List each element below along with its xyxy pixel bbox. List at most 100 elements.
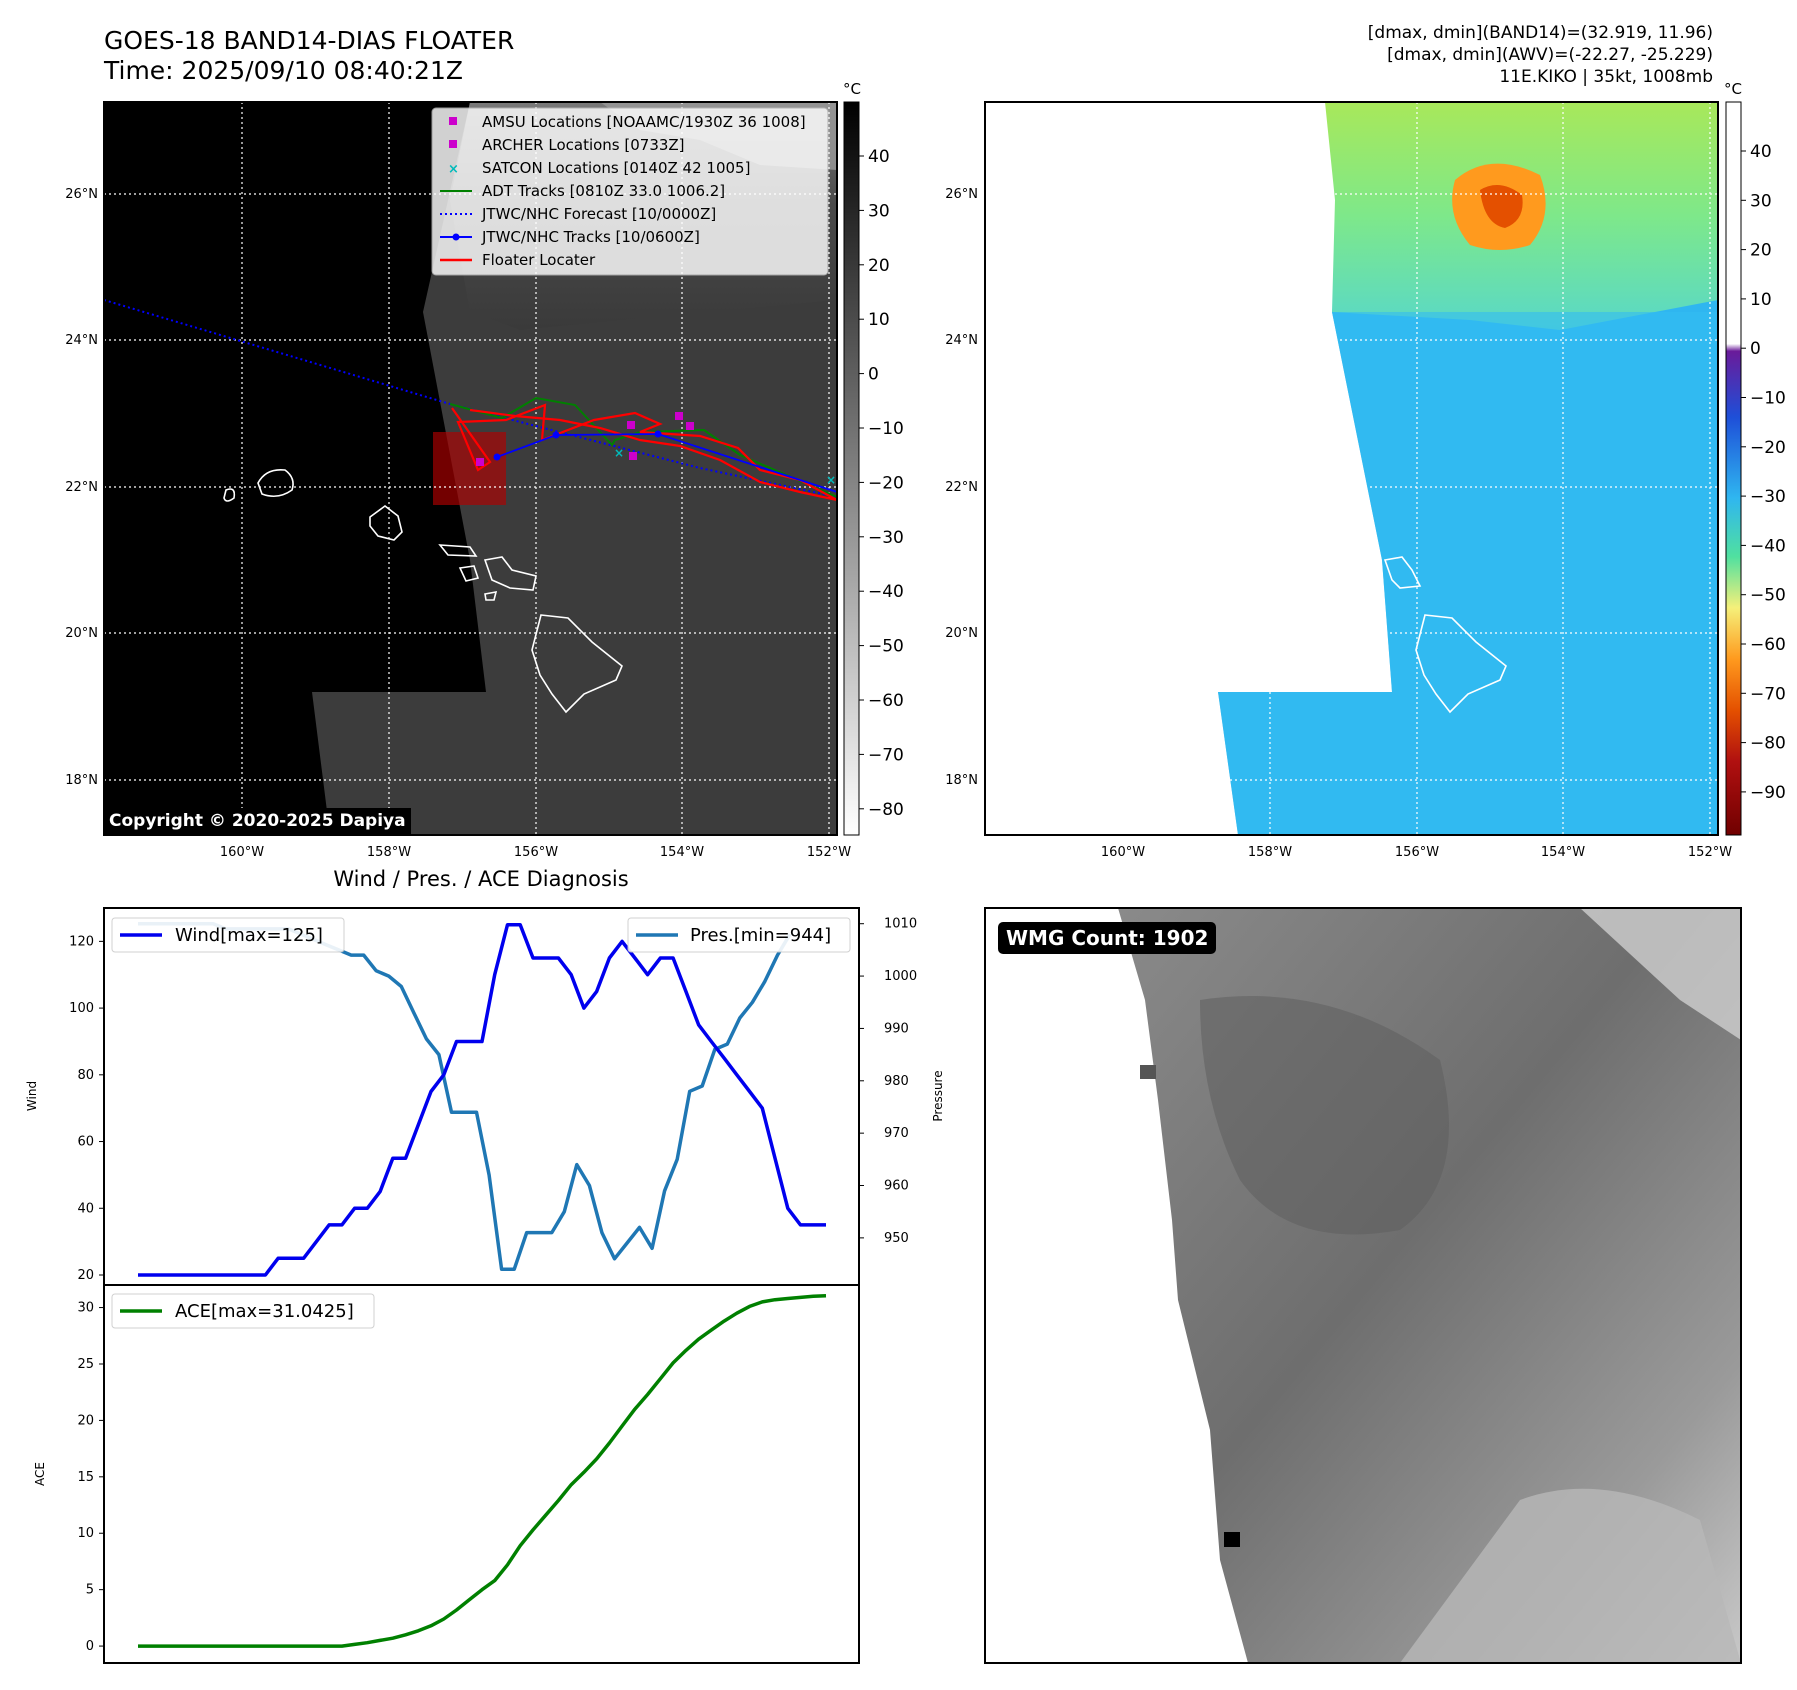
satcon-marker: × bbox=[826, 473, 836, 487]
map-axis-ticks: 160°W 160°W 158°W 158°W 156°W 156°W 154°W 154°W… bbox=[65, 187, 1732, 860]
awv-lon-tick: 154°W bbox=[1541, 845, 1585, 860]
awv-lon-tick: 152°W bbox=[1688, 845, 1732, 860]
y-tick-label: 25 bbox=[77, 1357, 94, 1372]
colorbar-tick-label: −10 bbox=[868, 419, 904, 439]
ace-legend: ACE[max=31.0425] bbox=[111, 1293, 375, 1329]
ir-lat-tick: 24°N bbox=[65, 333, 98, 348]
info-line-1: [dmax, dmin](BAND14)=(32.919, 11.96) bbox=[1367, 23, 1713, 43]
awv-map-frame bbox=[984, 101, 1719, 836]
y-tick-label: 40 bbox=[77, 1201, 94, 1216]
colorbar-tick-label: 40 bbox=[1750, 142, 1772, 162]
awv-colorbar-unit: °C bbox=[1724, 80, 1742, 98]
ir-lon-tick: 154°W bbox=[660, 845, 704, 860]
awv-coastlines bbox=[1383, 556, 1507, 714]
colorbar-tick-label: −80 bbox=[868, 800, 904, 820]
figure-title: GOES-18 BAND14-DIAS FLOATER Time: 2025/0… bbox=[104, 26, 514, 86]
storm-tracks: × × bbox=[104, 299, 837, 502]
legend-tracks: JTWC/NHC Tracks [10/0600Z] bbox=[481, 228, 700, 246]
wmg-bright-bottom bbox=[1400, 1488, 1741, 1663]
y-tick-label: 5 bbox=[86, 1583, 94, 1598]
colorbar-tick-label: −60 bbox=[1750, 635, 1786, 655]
ir-lat-tick: 18°N bbox=[65, 773, 98, 788]
ir-map-frame bbox=[103, 101, 838, 836]
colorbar-tick-label: 10 bbox=[868, 310, 890, 330]
colorbar-tick-label: −40 bbox=[1750, 536, 1786, 556]
y2-tick-label: 1010 bbox=[884, 917, 917, 932]
colorbar-tick-label: −70 bbox=[868, 745, 904, 765]
ace-line bbox=[138, 1294, 827, 1648]
ir-colorbar bbox=[843, 101, 860, 836]
ir-lon-tick: 158°W bbox=[367, 845, 411, 860]
awv-lon-tick: 158°W bbox=[1248, 845, 1292, 860]
ir-lat-tick: 20°N bbox=[65, 626, 98, 641]
y2-tick-label: 950 bbox=[884, 1231, 909, 1246]
diagnosis-title: Wind / Pres. / ACE Diagnosis bbox=[333, 867, 628, 891]
ir-colorbar-ticks: 40 30 20 10 0 −10 −20 −30 −40 −50 −60 −70 −80 bbox=[859, 147, 904, 820]
ir-colorbar-unit: °C bbox=[843, 80, 861, 98]
wind-line bbox=[138, 922, 826, 1277]
colorbar-tick-label: −40 bbox=[868, 582, 904, 602]
info-line-3: 11E.KIKO | 35kt, 1008mb bbox=[1499, 67, 1713, 87]
wmg-frame bbox=[984, 907, 1742, 1664]
awv-dry-core-inner bbox=[1480, 185, 1523, 228]
legend-forecast: JTWC/NHC Forecast [10/0000Z] bbox=[481, 205, 716, 223]
colorbar-tick-label: −80 bbox=[1750, 734, 1786, 754]
colorbar-tick-label: 0 bbox=[868, 365, 879, 385]
colorbar-tick-label: −70 bbox=[1750, 684, 1786, 704]
legend-archer: ARCHER Locations [0733Z] bbox=[482, 136, 685, 154]
wmg-panel bbox=[985, 908, 1741, 1663]
awv-lon-tick: 160°W bbox=[1101, 845, 1145, 860]
y-tick-label: 100 bbox=[69, 1001, 94, 1016]
awv-lower-swath bbox=[1218, 312, 1718, 835]
wmg-black-pixel bbox=[1224, 1532, 1240, 1547]
archer-legend-icon bbox=[449, 140, 457, 148]
wind-legend: Wind[max=125] bbox=[111, 917, 345, 953]
colorbar-tick-label: 30 bbox=[868, 201, 890, 221]
amsu-legend-icon bbox=[449, 117, 457, 125]
ace-chart: 0 5 10 15 20 25 30 bbox=[77, 1294, 827, 1654]
colorbar-tick-label: −60 bbox=[868, 691, 904, 711]
title-line-2: Time: 2025/09/10 08:40:21Z bbox=[104, 56, 463, 85]
y-tick-label: 120 bbox=[69, 934, 94, 949]
colorbar-tick-label: 30 bbox=[1750, 191, 1772, 211]
ir-lat-tick: 22°N bbox=[65, 480, 98, 495]
pressure-line bbox=[138, 921, 792, 1272]
y2-tick-label: 990 bbox=[884, 1021, 909, 1036]
archer-marker bbox=[476, 458, 484, 466]
colorbar-tick-label: −20 bbox=[868, 473, 904, 493]
y-tick-label: 0 bbox=[86, 1639, 94, 1654]
y2-tick-label: 960 bbox=[884, 1179, 909, 1194]
ace-axis-title: ACE bbox=[33, 1462, 47, 1486]
title-line-1: GOES-18 BAND14-DIAS FLOATER bbox=[104, 26, 515, 55]
y-tick-label: 80 bbox=[77, 1068, 94, 1083]
map-legend: AMSU Locations [NOAAMC/1930Z 36 1008] AR… bbox=[431, 107, 829, 276]
satcon-marker: × bbox=[614, 446, 624, 460]
y-tick-label: 20 bbox=[77, 1268, 94, 1283]
floater-track bbox=[451, 403, 837, 502]
y-tick-label: 30 bbox=[77, 1301, 94, 1316]
amsu-marker bbox=[686, 422, 694, 430]
y-tick-label: 60 bbox=[77, 1135, 94, 1150]
amsu-marker bbox=[629, 452, 637, 460]
ace-legend-label: ACE[max=31.0425] bbox=[175, 1301, 354, 1322]
ir-lat-tick: 26°N bbox=[65, 187, 98, 202]
colorbar-tick-label: 0 bbox=[1750, 339, 1761, 359]
y-tick-label: 15 bbox=[77, 1470, 94, 1485]
colorbar-tick-label: −20 bbox=[1750, 438, 1786, 458]
wind-legend-label: Wind[max=125] bbox=[175, 925, 323, 946]
legend-floater: Floater Locater bbox=[482, 251, 596, 269]
info-line-2: [dmax, dmin](AWV)=(-22.27, -25.229) bbox=[1387, 45, 1713, 65]
colorbar-tick-label: 40 bbox=[868, 147, 890, 167]
tracks-legend-marker bbox=[452, 233, 460, 241]
y2-tick-label: 970 bbox=[884, 1126, 909, 1141]
best-track bbox=[496, 433, 837, 493]
wmg-bright-corner bbox=[1580, 908, 1741, 1040]
wind-axis-title: Wind bbox=[25, 1081, 39, 1111]
awv-map-panel bbox=[985, 102, 1718, 835]
legend-adt: ADT Tracks [0810Z 33.0 1006.2] bbox=[482, 182, 725, 200]
satcon-legend-icon: × bbox=[448, 162, 459, 177]
track-point bbox=[552, 431, 560, 439]
colorbar-tick-label: −50 bbox=[1750, 586, 1786, 606]
amsu-marker bbox=[675, 412, 683, 420]
